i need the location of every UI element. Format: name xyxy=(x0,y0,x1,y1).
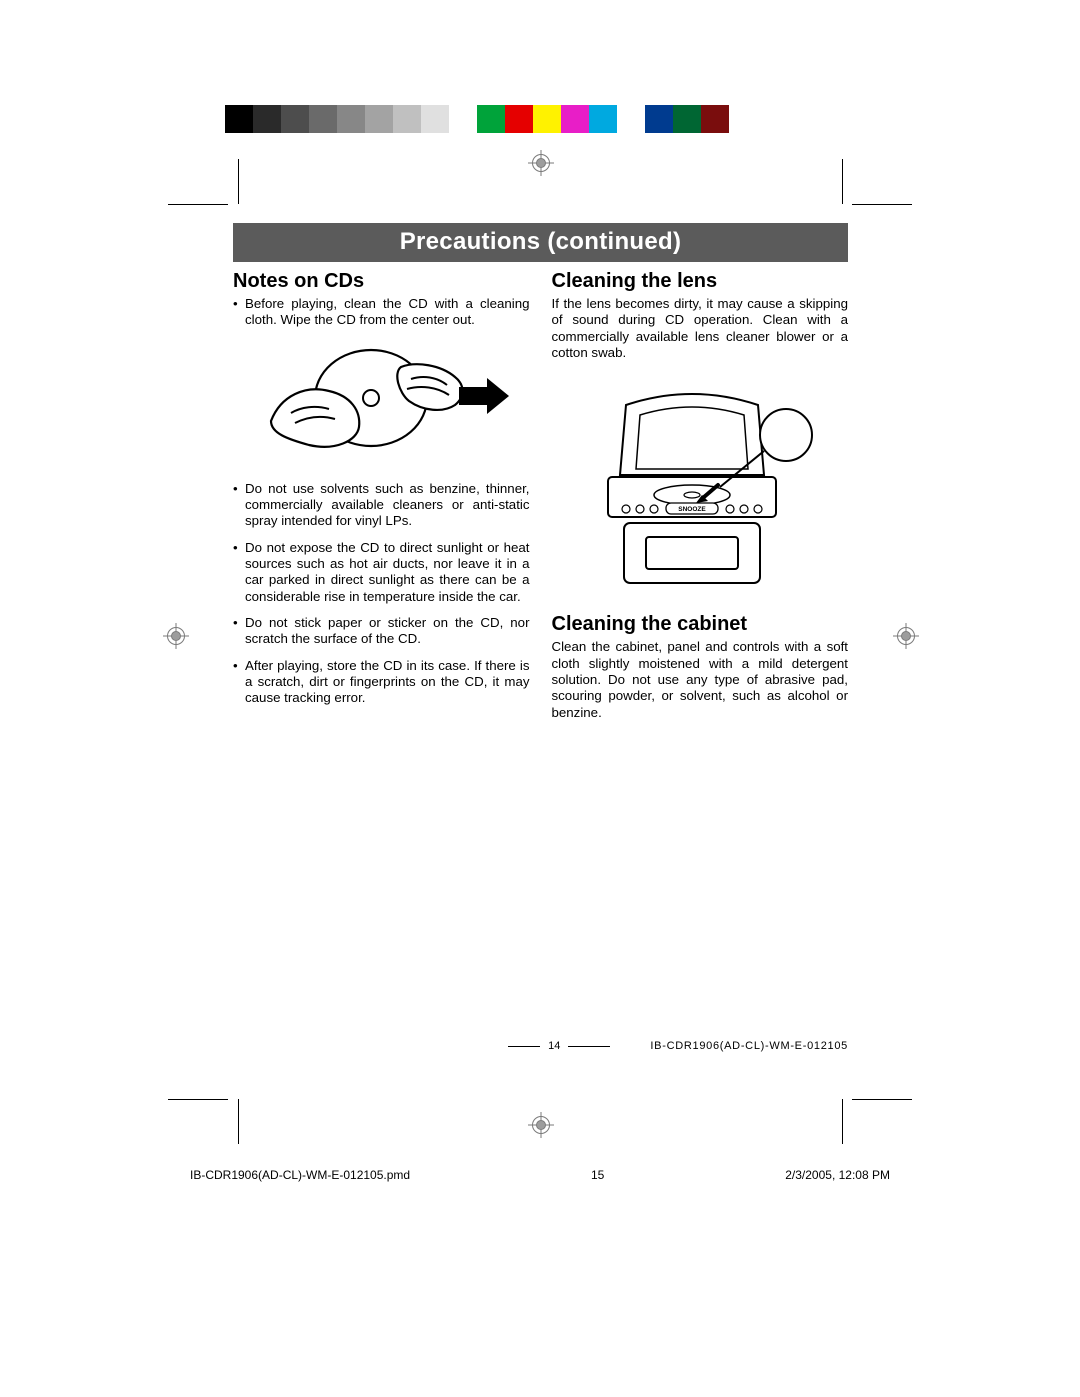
document-content: Precautions (continued) Notes on CDs Bef… xyxy=(233,223,848,1063)
crop-mark xyxy=(168,159,258,219)
calibration-swatch xyxy=(449,105,477,133)
notes-bullet-list-b: Do not use solvents such as benzine, thi… xyxy=(233,481,530,707)
page-number: 14 xyxy=(548,1040,560,1052)
page: Precautions (continued) Notes on CDs Bef… xyxy=(0,0,1080,1397)
calibration-swatch xyxy=(421,105,449,133)
calibration-swatch xyxy=(309,105,337,133)
calibration-swatch xyxy=(589,105,617,133)
cleaning-lens-text: If the lens becomes dirty, it may cause … xyxy=(552,296,849,361)
calibration-swatch xyxy=(701,105,729,133)
registration-mark xyxy=(893,623,919,649)
left-column: Notes on CDs Before playing, clean the C… xyxy=(233,270,530,724)
registration-mark xyxy=(163,623,189,649)
source-filename: IB-CDR1906(AD-CL)-WM-E-012105.pmd xyxy=(190,1168,410,1182)
source-datetime: 2/3/2005, 12:08 PM xyxy=(785,1168,890,1182)
notes-on-cds-heading: Notes on CDs xyxy=(233,270,530,293)
calibration-swatch xyxy=(673,105,701,133)
bullet-item: After playing, store the CD in its case.… xyxy=(233,658,530,707)
lens-cleaning-illustration: SNOOZE xyxy=(552,375,849,595)
calibration-swatch xyxy=(645,105,673,133)
source-page: 15 xyxy=(591,1168,604,1182)
bullet-item: Before playing, clean the CD with a clea… xyxy=(233,296,530,329)
cd-wipe-illustration xyxy=(233,343,530,463)
color-calibration-strip xyxy=(225,105,729,133)
calibration-swatch xyxy=(365,105,393,133)
calibration-swatch xyxy=(505,105,533,133)
registration-mark xyxy=(528,150,554,176)
calibration-swatch xyxy=(393,105,421,133)
calibration-swatch xyxy=(225,105,253,133)
bullet-item: Do not expose the CD to direct sunlight … xyxy=(233,540,530,605)
calibration-swatch xyxy=(281,105,309,133)
page-footer: 14 IB-CDR1906(AD-CL)-WM-E-012105 xyxy=(233,1040,848,1052)
crop-mark xyxy=(822,1084,912,1144)
cleaning-lens-heading: Cleaning the lens xyxy=(552,270,849,293)
bullet-item: Do not use solvents such as benzine, thi… xyxy=(233,481,530,530)
snooze-label: SNOOZE xyxy=(678,506,706,513)
notes-bullet-list-a: Before playing, clean the CD with a clea… xyxy=(233,296,530,329)
right-column: Cleaning the lens If the lens becomes di… xyxy=(552,270,849,724)
registration-mark xyxy=(528,1112,554,1138)
calibration-swatch xyxy=(253,105,281,133)
software-footer: IB-CDR1906(AD-CL)-WM-E-012105.pmd 15 2/3… xyxy=(190,1168,890,1182)
calibration-swatch xyxy=(477,105,505,133)
cleaning-cabinet-text: Clean the cabinet, panel and controls wi… xyxy=(552,639,849,721)
calibration-swatch xyxy=(561,105,589,133)
doc-code: IB-CDR1906(AD-CL)-WM-E-012105 xyxy=(650,1040,848,1052)
section-title-bar: Precautions (continued) xyxy=(233,223,848,262)
bullet-item: Do not stick paper or sticker on the CD,… xyxy=(233,615,530,648)
crop-mark xyxy=(822,159,912,219)
crop-mark xyxy=(168,1084,258,1144)
two-column-layout: Notes on CDs Before playing, clean the C… xyxy=(233,270,848,724)
calibration-swatch xyxy=(337,105,365,133)
calibration-swatch xyxy=(617,105,645,133)
calibration-swatch xyxy=(533,105,561,133)
cleaning-cabinet-heading: Cleaning the cabinet xyxy=(552,613,849,636)
